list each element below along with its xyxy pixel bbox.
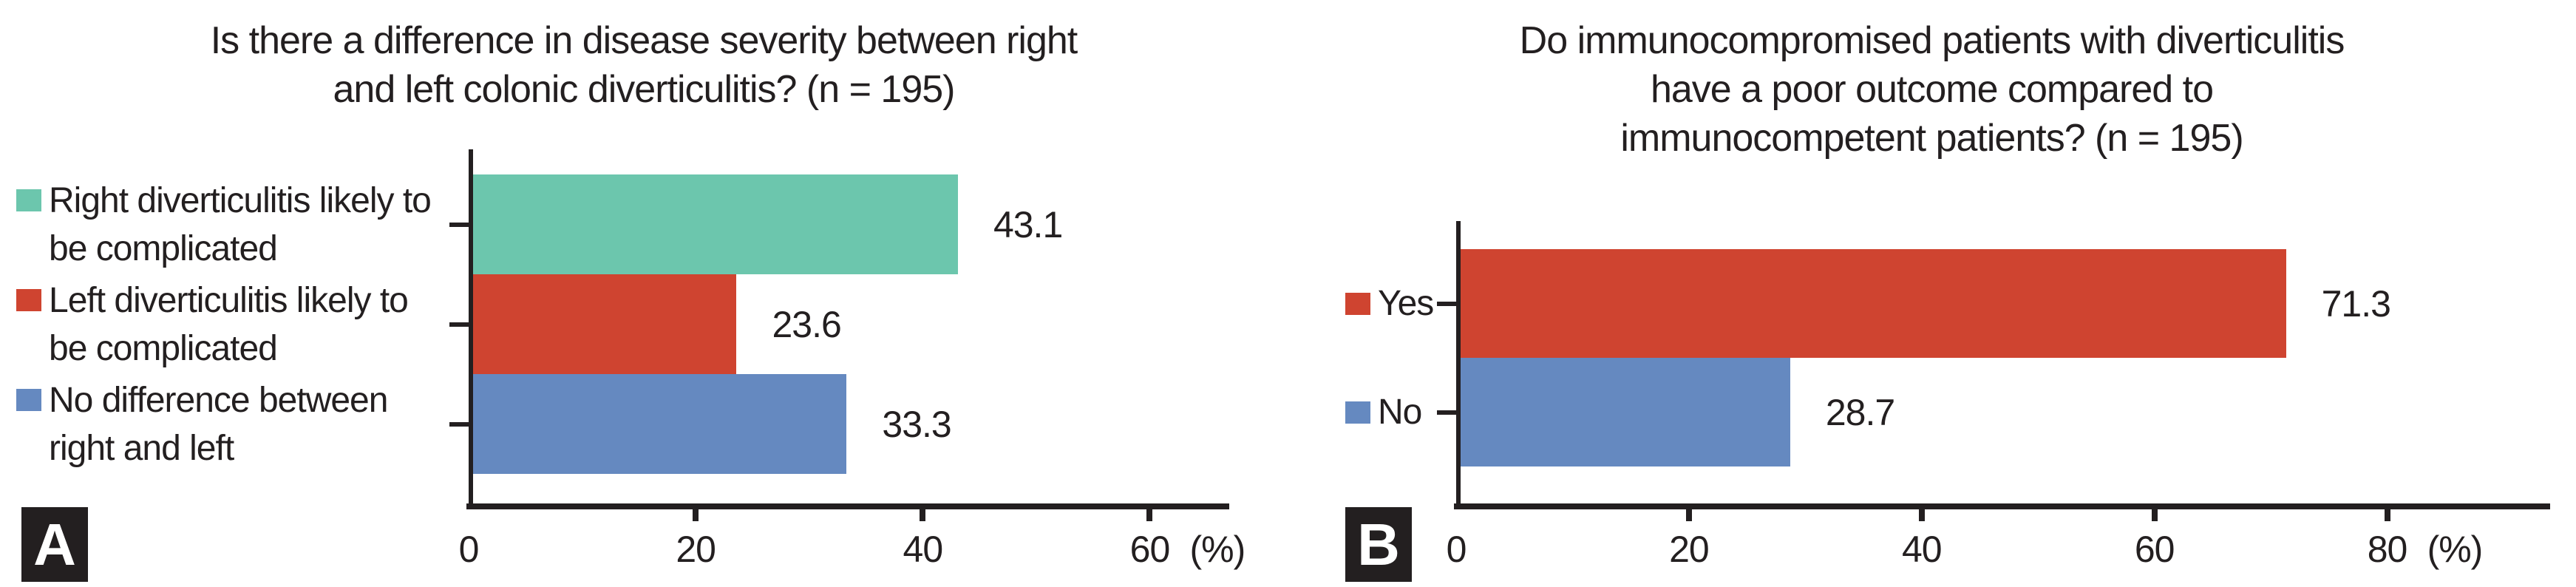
x-axis — [466, 503, 1229, 509]
chart-title-line: have a poor outcome compared to — [1650, 68, 2214, 111]
x-axis-tick-label: 0 — [1446, 529, 1467, 570]
x-axis-tick-label: 60 — [1129, 529, 1171, 570]
bar-value-label: 23.6 — [772, 303, 841, 345]
legend-label-line: be complicated — [49, 328, 278, 368]
legend-swatch-a-2 — [16, 389, 41, 411]
panel-b: Do immunocompromised patients with diver… — [1288, 0, 2576, 587]
bar-value-label: 28.7 — [1825, 391, 1895, 433]
x-axis-tick-label: 60 — [2134, 529, 2175, 570]
panel-letter-box-b: B — [1345, 507, 1412, 582]
bar-value-label: 33.3 — [882, 403, 951, 445]
bar-a-1 — [469, 274, 737, 374]
panel-letter-b: B — [1357, 511, 1400, 577]
y-axis — [469, 149, 473, 509]
x-axis-tick-mark — [1918, 509, 1925, 521]
bar-a-0 — [469, 174, 958, 274]
chart-title-line: Is there a difference in disease severit… — [210, 19, 1078, 62]
legend-swatch-a-1 — [16, 289, 41, 311]
x-axis-tick-mark — [920, 509, 926, 521]
x-axis-tick-label: 0 — [458, 529, 480, 570]
legend-label-line: Yes — [1378, 284, 1434, 323]
panel-a: Is there a difference in disease severit… — [0, 16, 1288, 582]
x-axis-tick-mark — [693, 509, 699, 521]
category-tick-mark — [449, 322, 469, 327]
legend-label-line: right and left — [49, 428, 234, 468]
chart-title-a: Is there a difference in disease severit… — [0, 16, 1288, 114]
x-axis-tick-mark — [2151, 509, 2158, 521]
x-axis-tick-label: 20 — [676, 529, 716, 570]
chart-title-line: immunocompetent patients? (n = 195) — [1620, 117, 2243, 160]
chart-title-line: Do immunocompromised patients with diver… — [1519, 19, 2345, 62]
legend-swatch-a-0 — [16, 189, 41, 211]
bar-value-label: 71.3 — [2321, 282, 2391, 325]
legend-swatch-b-1 — [1345, 401, 1370, 424]
category-tick-mark — [449, 222, 469, 227]
x-axis-tick-label: 20 — [1669, 529, 1710, 570]
category-tick-mark — [449, 421, 469, 427]
bar-b-1 — [1456, 358, 1790, 466]
legend-label-line: No difference between — [49, 380, 388, 420]
x-axis-unit-label: (%) — [1189, 529, 1245, 570]
chart-title-line: and left colonic diverticulitis? (n = 19… — [333, 68, 955, 111]
x-axis-tick-mark — [2384, 509, 2390, 521]
x-axis-unit-label: (%) — [2427, 529, 2484, 570]
panel-letter-box-a: A — [21, 507, 88, 582]
y-axis — [1456, 221, 1461, 509]
legend-label-line: No — [1378, 393, 1422, 432]
x-axis-tick-mark — [1146, 509, 1153, 521]
chart-title-b: Do immunocompromised patients with diver… — [1288, 16, 2576, 163]
x-axis-tick-label: 80 — [2367, 529, 2408, 570]
legend-label-line: Left diverticulitis likely to — [49, 280, 409, 320]
legend-swatch-b-0 — [1345, 292, 1370, 315]
bar-value-label: 43.1 — [993, 203, 1063, 245]
x-axis-tick-label: 40 — [1901, 529, 1943, 570]
x-axis-tick-mark — [1685, 509, 1692, 521]
legend-label-line: be complicated — [49, 228, 278, 268]
legend-label-line: Right diverticulitis likely to — [49, 180, 432, 220]
bar-a-2 — [469, 374, 847, 474]
bar-b-0 — [1456, 249, 2286, 358]
x-axis — [1454, 503, 2550, 509]
category-tick-mark — [1437, 410, 1456, 415]
panel-letter-a: A — [33, 511, 76, 577]
x-axis-tick-label: 40 — [903, 529, 944, 570]
category-tick-mark — [1437, 301, 1456, 306]
